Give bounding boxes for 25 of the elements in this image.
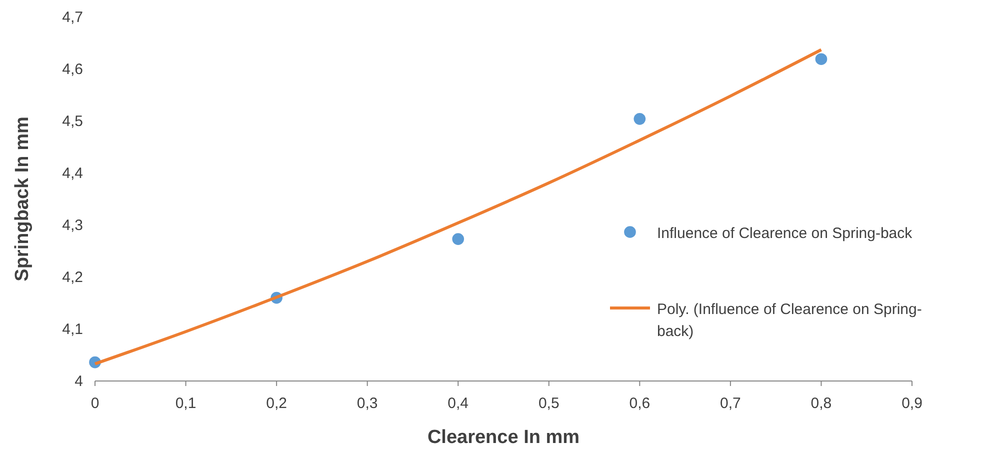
y-tick-label: 4,1 bbox=[62, 321, 83, 338]
point bbox=[452, 233, 464, 245]
legend-label: Poly. (Influence of Clearence on Spring-back) bbox=[657, 301, 922, 340]
x-tick-label: 0,9 bbox=[902, 395, 922, 412]
y-tick-label: 4,6 bbox=[62, 61, 83, 78]
x-axis-title: Clearence In mm bbox=[427, 427, 580, 448]
x-tick-label: 0,2 bbox=[266, 395, 287, 412]
x-tick-label: 0,4 bbox=[448, 395, 469, 412]
x-tick-label: 0 bbox=[90, 395, 100, 412]
x-tick-label: 0,8 bbox=[810, 395, 832, 412]
y-tick-label: 4,3 bbox=[62, 217, 83, 234]
x-tick-label: 0,1 bbox=[175, 395, 196, 412]
x-tick-label: 0,5 bbox=[538, 395, 560, 412]
point bbox=[634, 113, 646, 125]
y-tick-label: 4,4 bbox=[62, 165, 83, 182]
y-tick-label: 4,5 bbox=[62, 113, 83, 130]
y-axis-title: Springback In mm bbox=[12, 116, 33, 282]
x-tick-label: 0,7 bbox=[720, 395, 741, 412]
x-tick-label: 0,6 bbox=[629, 395, 650, 412]
y-tick-label: 4,2 bbox=[62, 269, 83, 286]
x-tick-label: 0,3 bbox=[356, 395, 378, 412]
y-tick-label: 4 bbox=[74, 373, 83, 390]
y-tick-label: 4,7 bbox=[62, 9, 83, 26]
legend-label: Influence of Clearence on Spring-back bbox=[657, 225, 913, 242]
point bbox=[815, 53, 828, 66]
